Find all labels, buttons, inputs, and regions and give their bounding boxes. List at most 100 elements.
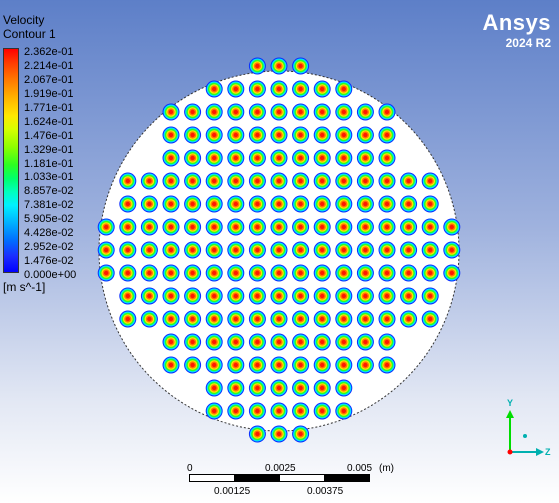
contour-cell — [205, 103, 223, 121]
contour-cell — [313, 379, 331, 397]
contour-cell — [421, 172, 439, 190]
contour-cell — [97, 218, 115, 236]
contour-cell — [97, 264, 115, 282]
legend-tick-label: 7.381e-02 — [24, 199, 74, 211]
contour-cell — [313, 356, 331, 374]
contour-cell — [356, 264, 374, 282]
contour-cell — [227, 402, 245, 420]
contour-cell — [292, 333, 310, 351]
contour-cell — [248, 241, 266, 259]
contour-cell — [162, 218, 180, 236]
contour-cell — [227, 264, 245, 282]
contour-cell — [335, 287, 353, 305]
contour-cell — [162, 264, 180, 282]
contour-cell — [184, 241, 202, 259]
contour-cell — [270, 218, 288, 236]
contour-cell — [270, 333, 288, 351]
contour-cell — [378, 241, 396, 259]
contour-cell — [184, 126, 202, 144]
contour-cell — [335, 80, 353, 98]
legend-tick-label: 4.428e-02 — [24, 227, 74, 239]
legend-tick-label: 8.857e-02 — [24, 185, 74, 197]
contour-cell — [335, 379, 353, 397]
contour-cell — [184, 333, 202, 351]
contour-cell — [227, 218, 245, 236]
contour-cell — [205, 264, 223, 282]
contour-cell — [248, 333, 266, 351]
contour-cell — [378, 356, 396, 374]
contour-cell — [335, 149, 353, 167]
contour-cell — [270, 57, 288, 75]
contour-cell — [421, 241, 439, 259]
ansys-logo: Ansys 2024 R2 — [482, 10, 551, 50]
legend-tick-label: 1.624e-01 — [24, 116, 74, 128]
legend-tick-label: 2.952e-02 — [24, 241, 74, 253]
contour-cell — [270, 379, 288, 397]
contour-cell — [335, 103, 353, 121]
contour-cell — [97, 241, 115, 259]
contour-cell — [313, 149, 331, 167]
contour-cell — [400, 287, 418, 305]
contour-cell — [205, 287, 223, 305]
contour-cell — [227, 126, 245, 144]
contour-cell — [140, 264, 158, 282]
contour-cell — [184, 172, 202, 190]
contour-cell — [140, 172, 158, 190]
contour-cell — [248, 356, 266, 374]
logo-word: Ansys — [482, 10, 551, 35]
contour-cell — [335, 218, 353, 236]
contour-cell — [292, 172, 310, 190]
contour-cell — [248, 218, 266, 236]
contour-cell — [443, 264, 461, 282]
legend-tick-label: 1.181e-01 — [24, 158, 74, 170]
contour-cell — [205, 333, 223, 351]
contour-cell — [356, 195, 374, 213]
contour-cell — [248, 310, 266, 328]
contour-cell — [205, 80, 223, 98]
contour-cell — [292, 195, 310, 213]
contour-cell — [162, 241, 180, 259]
contour-cell — [421, 218, 439, 236]
contour-cell — [205, 126, 223, 144]
contour-cell — [227, 379, 245, 397]
contour-cell — [119, 195, 137, 213]
contour-cell — [292, 379, 310, 397]
contour-cell — [227, 333, 245, 351]
contour-cell — [205, 356, 223, 374]
contour-cell — [443, 241, 461, 259]
contour-cell — [270, 356, 288, 374]
contour-cell — [421, 287, 439, 305]
contour-cell — [184, 103, 202, 121]
contour-cell — [292, 241, 310, 259]
contour-cell — [140, 195, 158, 213]
legend-tick-label: 1.476e-01 — [24, 130, 74, 142]
contour-cell — [335, 195, 353, 213]
contour-cell — [119, 241, 137, 259]
contour-cell — [140, 241, 158, 259]
contour-cell — [248, 379, 266, 397]
contour-cell — [270, 172, 288, 190]
contour-cell — [292, 425, 310, 443]
contour-cell — [378, 333, 396, 351]
contour-cell — [421, 310, 439, 328]
contour-cell — [205, 218, 223, 236]
contour-cell — [292, 57, 310, 75]
legend-units: [m s^-1] — [3, 280, 46, 294]
contour-cell — [227, 172, 245, 190]
contour-cell — [227, 287, 245, 305]
contour-cell — [356, 287, 374, 305]
legend-tick-label: 1.771e-01 — [24, 102, 74, 114]
contour-cell — [335, 310, 353, 328]
contour-cell — [356, 149, 374, 167]
contour-cell — [205, 172, 223, 190]
contour-cell — [292, 218, 310, 236]
contour-cell — [140, 287, 158, 305]
contour-cell — [313, 287, 331, 305]
contour-cell — [313, 310, 331, 328]
contour-cell — [248, 149, 266, 167]
contour-cell — [313, 126, 331, 144]
contour-cell — [162, 310, 180, 328]
contour-cell — [248, 425, 266, 443]
contour-cell — [356, 241, 374, 259]
logo-version: 2024 R2 — [505, 36, 551, 50]
